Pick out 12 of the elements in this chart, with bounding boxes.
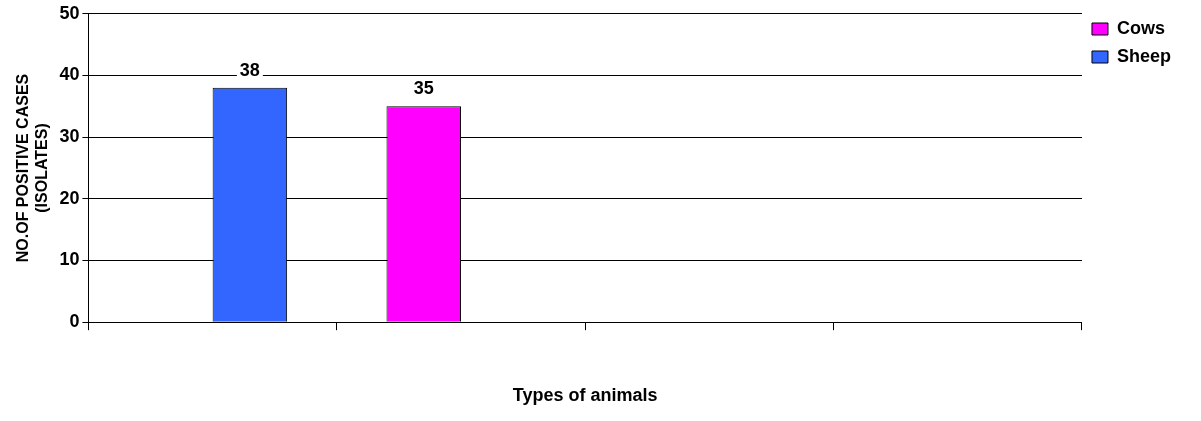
y-tick-label: 10: [59, 249, 80, 270]
y-tick-label: 30: [59, 126, 80, 147]
y-tick-label: 50: [59, 2, 80, 23]
legend-label: Cows: [1116, 17, 1165, 38]
legend-label: Sheep: [1116, 45, 1172, 66]
y-tick-label: 0: [69, 311, 80, 332]
x-axis-title: Types of animals: [512, 385, 658, 406]
y-tick-label: 40: [59, 64, 80, 85]
y-axis-title: NO.OF POSITIVE CASES (ISOLATES): [14, 73, 51, 263]
data-label: 38: [239, 59, 260, 80]
data-label: 35: [413, 78, 434, 99]
y-tick-label: 20: [59, 187, 80, 208]
